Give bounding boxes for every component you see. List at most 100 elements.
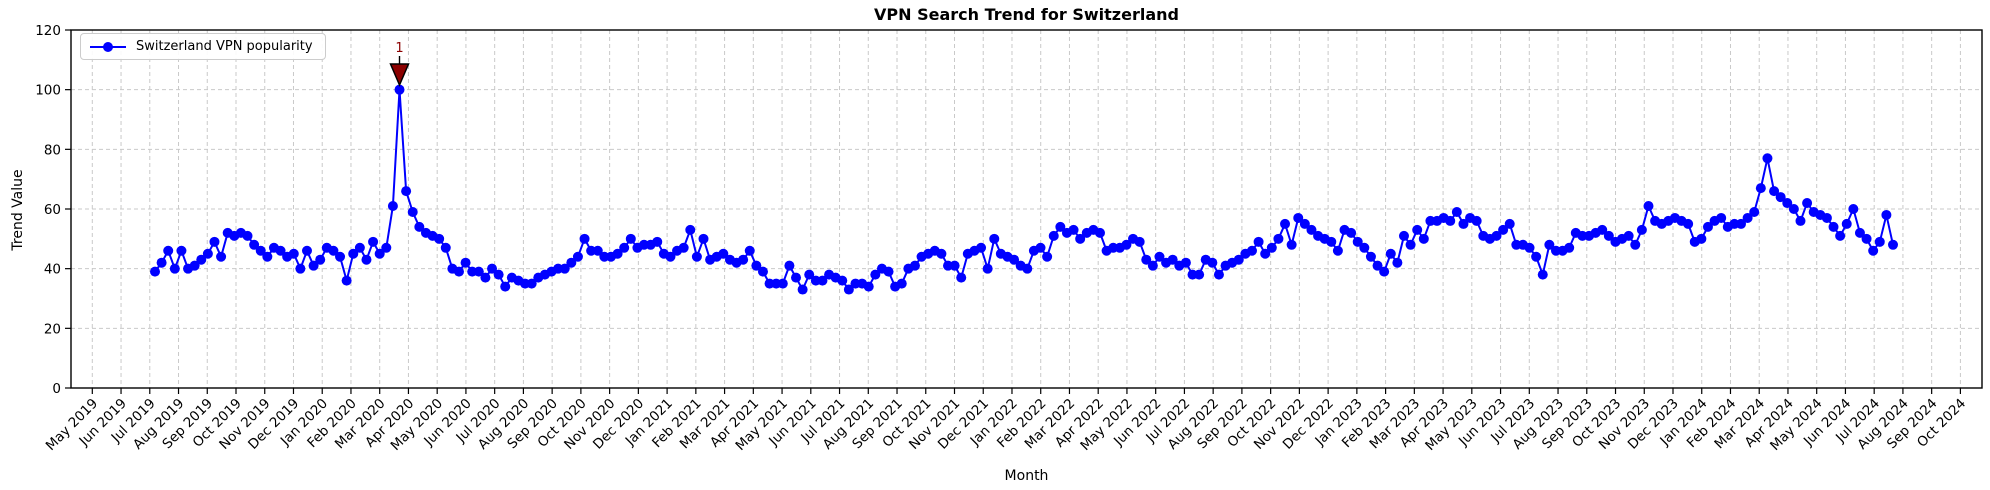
week-data-point [1048, 230, 1059, 241]
week-data-point [1716, 212, 1727, 223]
week-data-point [1848, 204, 1859, 214]
week-data-point [1881, 209, 1892, 220]
week-data-point [1418, 233, 1429, 244]
week-data-point [1346, 227, 1357, 238]
week-data-point [956, 272, 967, 283]
week-data-point [976, 242, 987, 253]
week-data-point [1352, 236, 1363, 247]
week-data-point [1524, 242, 1535, 253]
legend: Switzerland VPN popularity [80, 33, 326, 60]
week-data-point [1207, 257, 1218, 268]
week-data-point [797, 284, 808, 295]
peak-annotation: 1 [389, 41, 410, 87]
week-data-point [1154, 251, 1165, 262]
week-data-point [896, 278, 907, 289]
week-data-point [863, 281, 874, 292]
week-data-point [1134, 236, 1145, 247]
week-data-point [566, 257, 577, 268]
week-data-point [1531, 251, 1542, 262]
week-data-point [493, 269, 504, 280]
week-data-point [407, 206, 418, 217]
week-data-point [1055, 221, 1066, 232]
week-data-point [1299, 218, 1310, 229]
week-data-point [989, 233, 1000, 244]
week-data-point [791, 272, 802, 283]
week-data-point [1491, 230, 1502, 241]
week-data-point [249, 239, 260, 250]
week-data-point [150, 266, 160, 277]
week-data-point [1603, 230, 1614, 241]
week-data-point [473, 266, 484, 277]
week-data-point [1009, 254, 1020, 265]
week-data-point [1623, 230, 1634, 241]
week-data-point [381, 242, 392, 253]
week-data-point [1841, 218, 1852, 229]
week-data-point [1696, 233, 1707, 244]
week-data-point [909, 260, 920, 271]
week-data-point [196, 254, 207, 265]
week-data-point [209, 236, 220, 247]
week-data-point [1022, 263, 1033, 274]
week-data-point [1398, 230, 1409, 241]
week-data-point [1280, 218, 1291, 229]
y-axis-label: Trend Value [10, 169, 26, 251]
week-data-point [169, 263, 180, 274]
week-data-point [487, 263, 498, 274]
week-data-point [1035, 242, 1046, 253]
week-data-point [1769, 186, 1780, 197]
week-data-point [1471, 215, 1482, 226]
week-data-point [1888, 239, 1898, 250]
week-data-point [1643, 201, 1654, 212]
week-data-point [1544, 239, 1555, 250]
week-data-point [1597, 224, 1608, 235]
week-data-point [1326, 236, 1337, 247]
week-data-point [242, 230, 253, 241]
week-data-point [1755, 183, 1766, 194]
week-data-point [1266, 242, 1277, 253]
week-data-point [592, 245, 603, 256]
week-data-point [262, 251, 273, 262]
week-data-point [744, 245, 755, 256]
week-data-point [1636, 224, 1647, 235]
week-data-point [1246, 245, 1257, 256]
week-data-point [1861, 233, 1872, 244]
week-data-point [883, 266, 894, 277]
week-data-point [843, 284, 854, 295]
week-data-point [1385, 248, 1396, 259]
week-data-point [1445, 215, 1456, 226]
week-data-point [1537, 269, 1548, 280]
week-data-point [202, 248, 213, 259]
y-tick-label: 20 [44, 321, 61, 337]
week-data-point [1359, 242, 1370, 253]
week-data-point [1854, 227, 1865, 238]
week-data-point [1630, 239, 1641, 250]
week-data-point [1075, 233, 1086, 244]
week-data-point [1736, 218, 1747, 229]
week-data-point [394, 84, 405, 95]
week-data-point [189, 260, 200, 271]
week-data-point [1253, 236, 1264, 247]
week-data-point [216, 251, 227, 262]
week-data-point [982, 263, 993, 274]
week-data-point [1451, 206, 1462, 217]
week-data-point [1194, 269, 1205, 280]
week-data-point [691, 251, 702, 262]
week-data-point [301, 245, 312, 256]
week-data-point [678, 242, 689, 253]
trend-polyline [154, 89, 1894, 292]
peak-annotation-label: 1 [395, 41, 403, 56]
week-data-point [440, 242, 451, 253]
trend-line [150, 84, 1898, 295]
week-data-point [738, 254, 749, 265]
week-data-point [374, 248, 385, 259]
week-data-point [612, 248, 623, 259]
week-data-point [255, 245, 266, 256]
week-data-point [572, 251, 583, 262]
week-data-point [414, 221, 425, 232]
week-data-point [348, 248, 359, 259]
week-data-point [315, 254, 326, 265]
week-data-point [1749, 206, 1760, 217]
week-data-point [1332, 245, 1343, 256]
week-data-point [308, 260, 319, 271]
